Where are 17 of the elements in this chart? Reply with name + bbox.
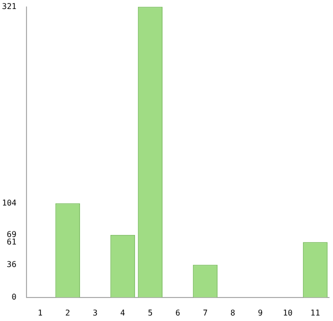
y-tick-label: 61 <box>6 237 17 246</box>
x-tick-label: 11 <box>310 308 320 318</box>
x-tick-label: 10 <box>282 308 293 318</box>
x-tick-label: 6 <box>175 308 180 318</box>
x-tick-label: 2 <box>65 308 70 318</box>
x-tick-label: 1 <box>38 308 43 318</box>
x-tick-label: 4 <box>120 308 126 318</box>
y-tick-label: 104 <box>2 198 17 208</box>
x-tick-label: 5 <box>148 308 153 318</box>
x-tick-label: 3 <box>92 308 98 318</box>
y-tick-label: 36 <box>6 260 17 269</box>
y-tick-label: 321 <box>2 2 17 11</box>
y-tick-label: 69 <box>6 230 17 240</box>
y-tick-label: 0 <box>12 292 17 302</box>
x-tick-label: 8 <box>230 308 236 318</box>
x-tick-label: 9 <box>258 308 263 318</box>
x-tick-label: 7 <box>202 308 208 318</box>
